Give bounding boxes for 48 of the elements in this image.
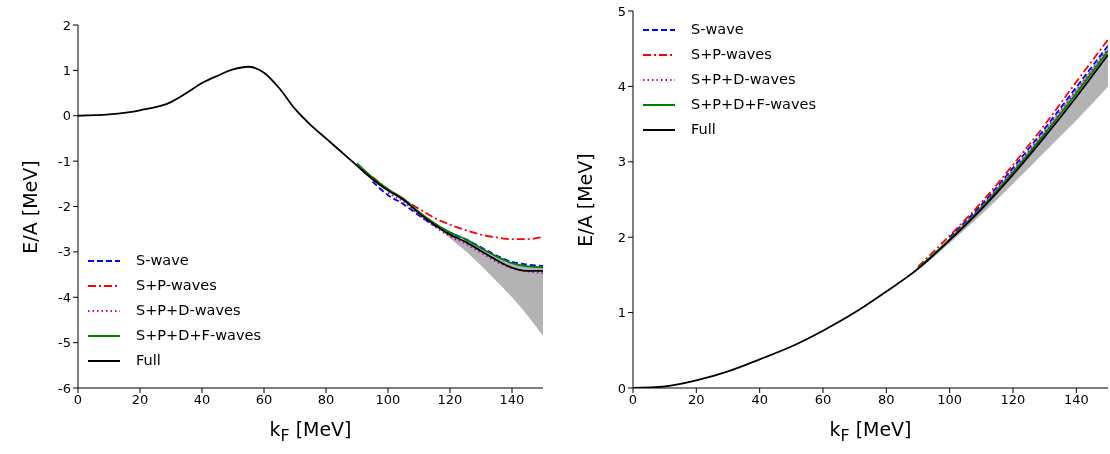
- x-tick-label: 80: [317, 392, 335, 408]
- y-tick-label: 0: [617, 380, 626, 396]
- x-tick-label: 20: [688, 392, 705, 408]
- y-tick-label: 0: [62, 108, 71, 124]
- y-tick-label: -5: [58, 335, 71, 351]
- y-tick-label: 2: [617, 229, 626, 245]
- legend-label: Full: [136, 351, 161, 370]
- y-tick-label: -3: [58, 244, 71, 260]
- legend-label: S+P+D+F-waves: [136, 326, 261, 345]
- legend-label: S-wave: [136, 251, 189, 270]
- y-axis-title: E/A [MeV]: [19, 159, 41, 254]
- x-tick-label: 40: [193, 392, 211, 408]
- legend-label: S-wave: [691, 20, 744, 39]
- x-tick-label: 40: [751, 392, 768, 408]
- y-tick-label: 2: [62, 17, 71, 33]
- y-tick-label: -6: [58, 380, 71, 396]
- x-tick-label: 140: [1063, 392, 1089, 408]
- y-tick-label: 4: [617, 79, 626, 95]
- x-tick-label: 0: [73, 392, 83, 408]
- y-tick-label: -1: [58, 153, 71, 169]
- y-tick-label: 1: [62, 62, 71, 78]
- legend-label: S+P+D-waves: [691, 70, 796, 89]
- y-tick-label: -2: [58, 199, 71, 215]
- legend-label: S+P-waves: [136, 276, 217, 295]
- x-tick-label: 100: [937, 392, 963, 408]
- x-tick-label: 60: [255, 392, 273, 408]
- x-tick-label: 20: [131, 392, 149, 408]
- x-tick-label: 140: [499, 392, 525, 408]
- line-series: [356, 162, 543, 269]
- y-tick-label: 1: [617, 305, 626, 321]
- legend-label: Full: [691, 120, 716, 139]
- x-tick-label: 120: [437, 392, 463, 408]
- x-tick-label: 60: [814, 392, 832, 408]
- y-axis-title: E/A [MeV]: [574, 152, 596, 247]
- y-tick-label: 5: [617, 3, 626, 19]
- x-tick-label: 80: [878, 392, 895, 408]
- x-axis-title: k$_{F}$ [MeV]: [829, 418, 912, 445]
- line-series: [387, 191, 543, 275]
- line-series: [371, 180, 543, 267]
- legend-label: S+P+D-waves: [136, 301, 241, 320]
- x-tick-label: 120: [1000, 392, 1026, 408]
- x-axis-title: k$_{F}$ [MeV]: [269, 418, 352, 445]
- y-tick-label: 3: [617, 154, 626, 170]
- x-tick-label: 0: [628, 392, 638, 408]
- legend-label: S+P-waves: [691, 45, 772, 64]
- legend-label: S+P+D+F-waves: [691, 95, 816, 114]
- y-tick-label: -4: [58, 289, 71, 305]
- x-tick-label: 100: [375, 392, 401, 408]
